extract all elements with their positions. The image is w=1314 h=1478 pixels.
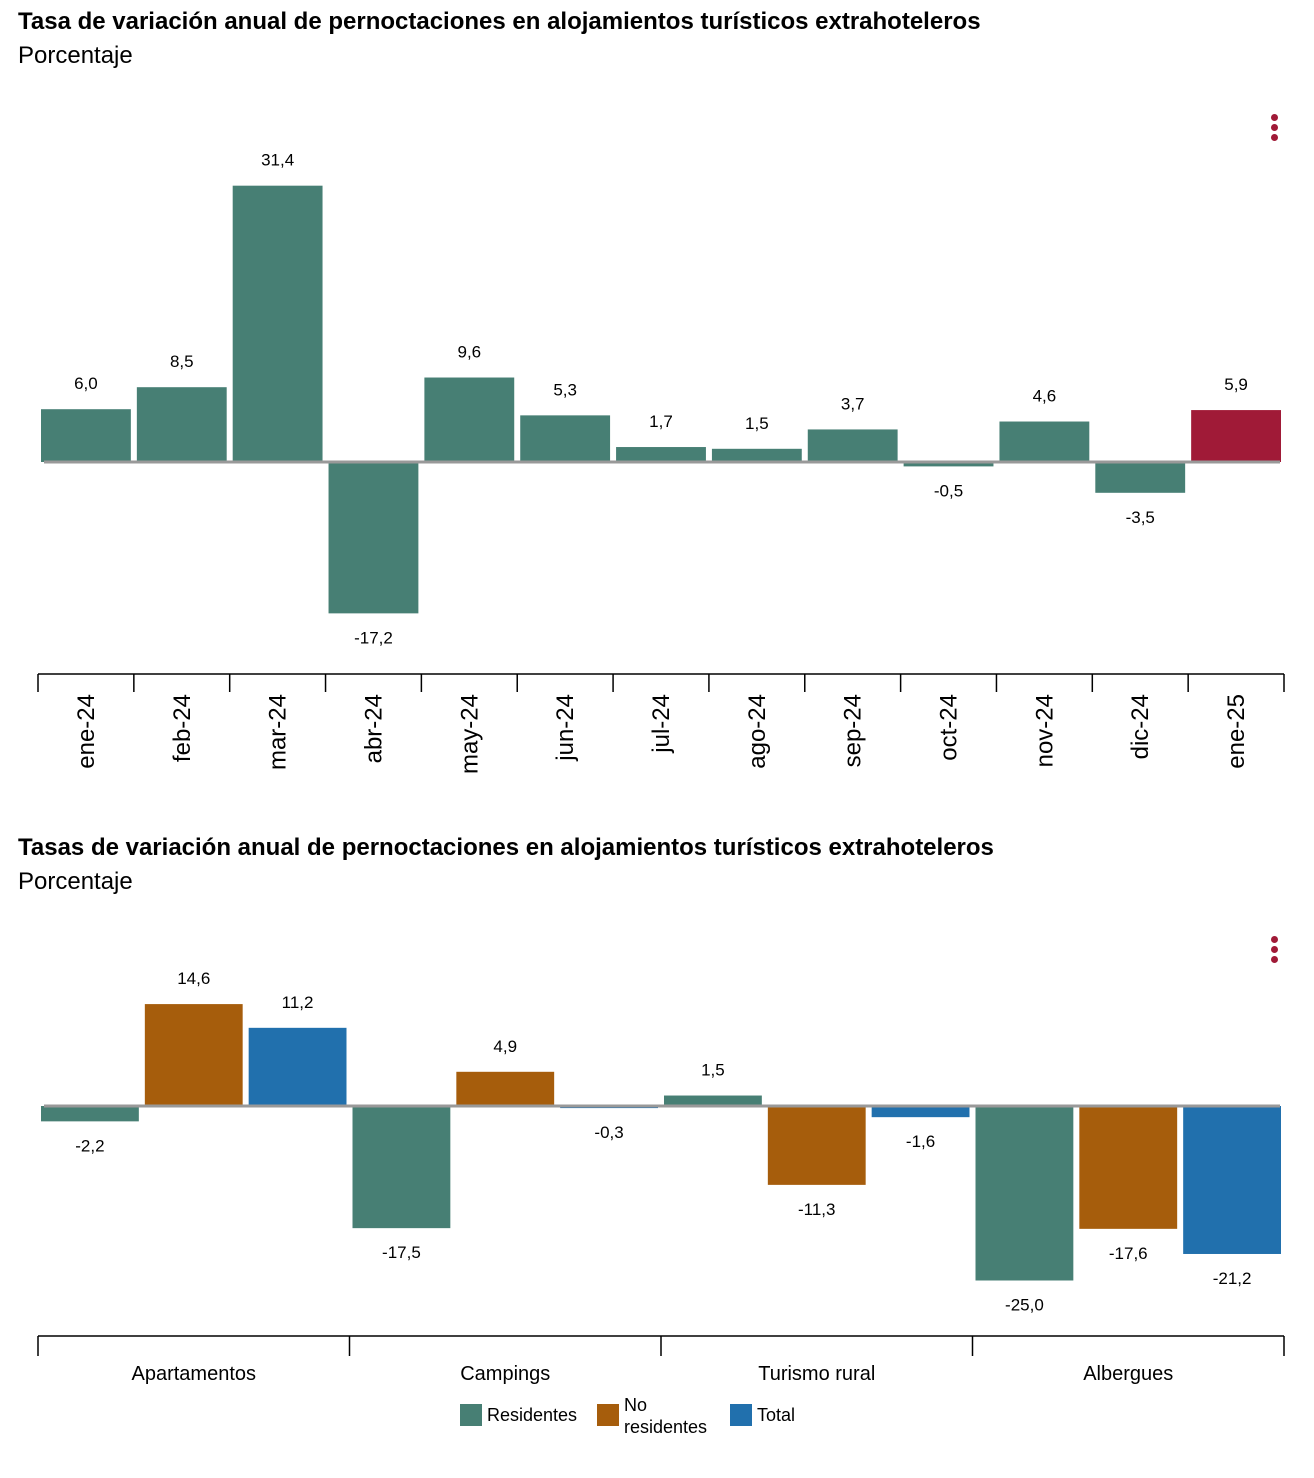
data-label: -17,5 — [382, 1243, 421, 1262]
bar-feb-24 — [136, 387, 227, 462]
x-tick-label: feb-24 — [169, 694, 196, 762]
bar-ene-24 — [41, 409, 131, 462]
data-label: 1,5 — [701, 1061, 725, 1080]
grouped-bar-chart: -2,2 14,6 11,2 -17,5 4,9 -0,3 1,5 -11,3 -1,6 -25,… — [37, 969, 1285, 1385]
bar-ene-25 — [1191, 410, 1281, 462]
bar-oct-24 — [903, 462, 994, 467]
x-tick-label: sep-24 — [840, 694, 867, 767]
x-tick-label: Campings — [460, 1363, 550, 1385]
bar-Apartamentos-Residentes — [41, 1106, 139, 1122]
x-tick-label: dic-24 — [1127, 694, 1154, 759]
data-label: 4,6 — [1033, 387, 1057, 406]
x-tick-label: abr-24 — [360, 694, 387, 763]
legend-item-no-residentes[interactable]: No residentes — [597, 1394, 716, 1438]
bar-Turismo rural-Total — [871, 1106, 970, 1118]
x-tick-label: Apartamentos — [131, 1363, 256, 1385]
data-label: 5,9 — [1224, 375, 1248, 394]
x-tick-label: nov-24 — [1031, 694, 1058, 767]
bar-Albergues-No residentes — [1079, 1106, 1178, 1229]
data-label: 1,7 — [649, 412, 673, 431]
data-label: 4,9 — [493, 1037, 517, 1056]
data-label: 1,5 — [745, 414, 769, 433]
bar-abr-24 — [328, 462, 419, 614]
monthly-bar-chart: 6,0 8,5 31,4 -17,2 9,6 5,3 1,7 1,5 3,7 -0,5 4,6 -3,… — [37, 151, 1285, 774]
bar-Albergues-Residentes — [975, 1106, 1074, 1281]
data-label: -11,3 — [798, 1200, 836, 1219]
bar-Campings-Residentes — [352, 1106, 451, 1229]
x-tick-label: mar-24 — [265, 694, 292, 770]
data-label: -21,2 — [1213, 1269, 1252, 1288]
chart-legend: Residentes No residentes Total — [460, 1394, 867, 1438]
data-label: 6,0 — [74, 374, 98, 393]
chart-title: Tasas de variación anual de pernoctacion… — [18, 834, 994, 861]
data-label: -1,6 — [906, 1132, 935, 1151]
data-label: 9,6 — [457, 343, 481, 362]
legend-item-residentes[interactable]: Residentes — [460, 1394, 583, 1426]
x-tick-label: may-24 — [456, 694, 483, 774]
x-tick-label: ago-24 — [744, 694, 771, 769]
chart-title: Tasa de variación anual de pernoctacione… — [18, 8, 981, 35]
bar-Turismo rural-No residentes — [767, 1106, 866, 1185]
x-tick-label: oct-24 — [936, 694, 963, 761]
data-label: -25,0 — [1005, 1296, 1044, 1315]
bar-Albergues-Total — [1183, 1106, 1281, 1254]
data-label: -17,2 — [354, 628, 393, 647]
data-label: 8,5 — [170, 352, 194, 371]
data-label: 31,4 — [261, 151, 294, 170]
data-label: 5,3 — [553, 380, 577, 399]
more-vertical-icon[interactable] — [1268, 936, 1280, 966]
legend-item-total[interactable]: Total — [730, 1394, 853, 1426]
chart-subtitle: Porcentaje — [18, 42, 133, 69]
chart-monthly: Tasa de variación anual de pernoctacione… — [18, 8, 1285, 774]
legend-label: Residentes — [487, 1405, 578, 1425]
bar-may-24 — [424, 377, 515, 462]
data-label: -17,6 — [1109, 1244, 1148, 1263]
data-label: 11,2 — [282, 993, 314, 1012]
x-tick-label: jul-24 — [648, 694, 675, 754]
bar-jun-24 — [520, 415, 611, 462]
more-vertical-icon[interactable] — [1268, 114, 1280, 144]
legend-label: Total — [757, 1405, 796, 1425]
legend-swatch — [597, 1404, 619, 1426]
x-tick-label: Albergues — [1083, 1363, 1173, 1385]
x-tick-label: ene-24 — [73, 694, 100, 769]
bar-Apartamentos-Total — [248, 1027, 347, 1106]
legend-swatch — [460, 1404, 482, 1426]
data-label: 3,7 — [841, 394, 865, 413]
data-label: 14,6 — [177, 969, 210, 988]
x-tick-label: ene-25 — [1223, 694, 1250, 769]
chart-subtitle: Porcentaje — [18, 868, 133, 895]
chart-by-type: Tasas de variación anual de pernoctacion… — [0, 826, 1314, 1478]
bar-nov-24 — [999, 421, 1090, 462]
bar-sep-24 — [807, 429, 898, 462]
data-label: -0,3 — [594, 1123, 623, 1142]
bar-Apartamentos-No residentes — [144, 1004, 243, 1106]
bar-jul-24 — [616, 447, 706, 462]
bar-ago-24 — [711, 448, 802, 462]
bar-mar-24 — [232, 185, 323, 462]
legend-label: No residentes — [624, 1395, 708, 1437]
bar-Campings-No residentes — [456, 1071, 555, 1106]
x-tick-label: jun-24 — [552, 694, 579, 762]
bar-dic-24 — [1095, 462, 1186, 493]
x-tick-label: Turismo rural — [758, 1363, 875, 1385]
data-label: -2,2 — [75, 1136, 104, 1155]
legend-swatch — [730, 1404, 752, 1426]
data-label: -0,5 — [934, 481, 963, 500]
bar-Turismo rural-Residentes — [664, 1095, 762, 1106]
data-label: -3,5 — [1126, 508, 1155, 527]
